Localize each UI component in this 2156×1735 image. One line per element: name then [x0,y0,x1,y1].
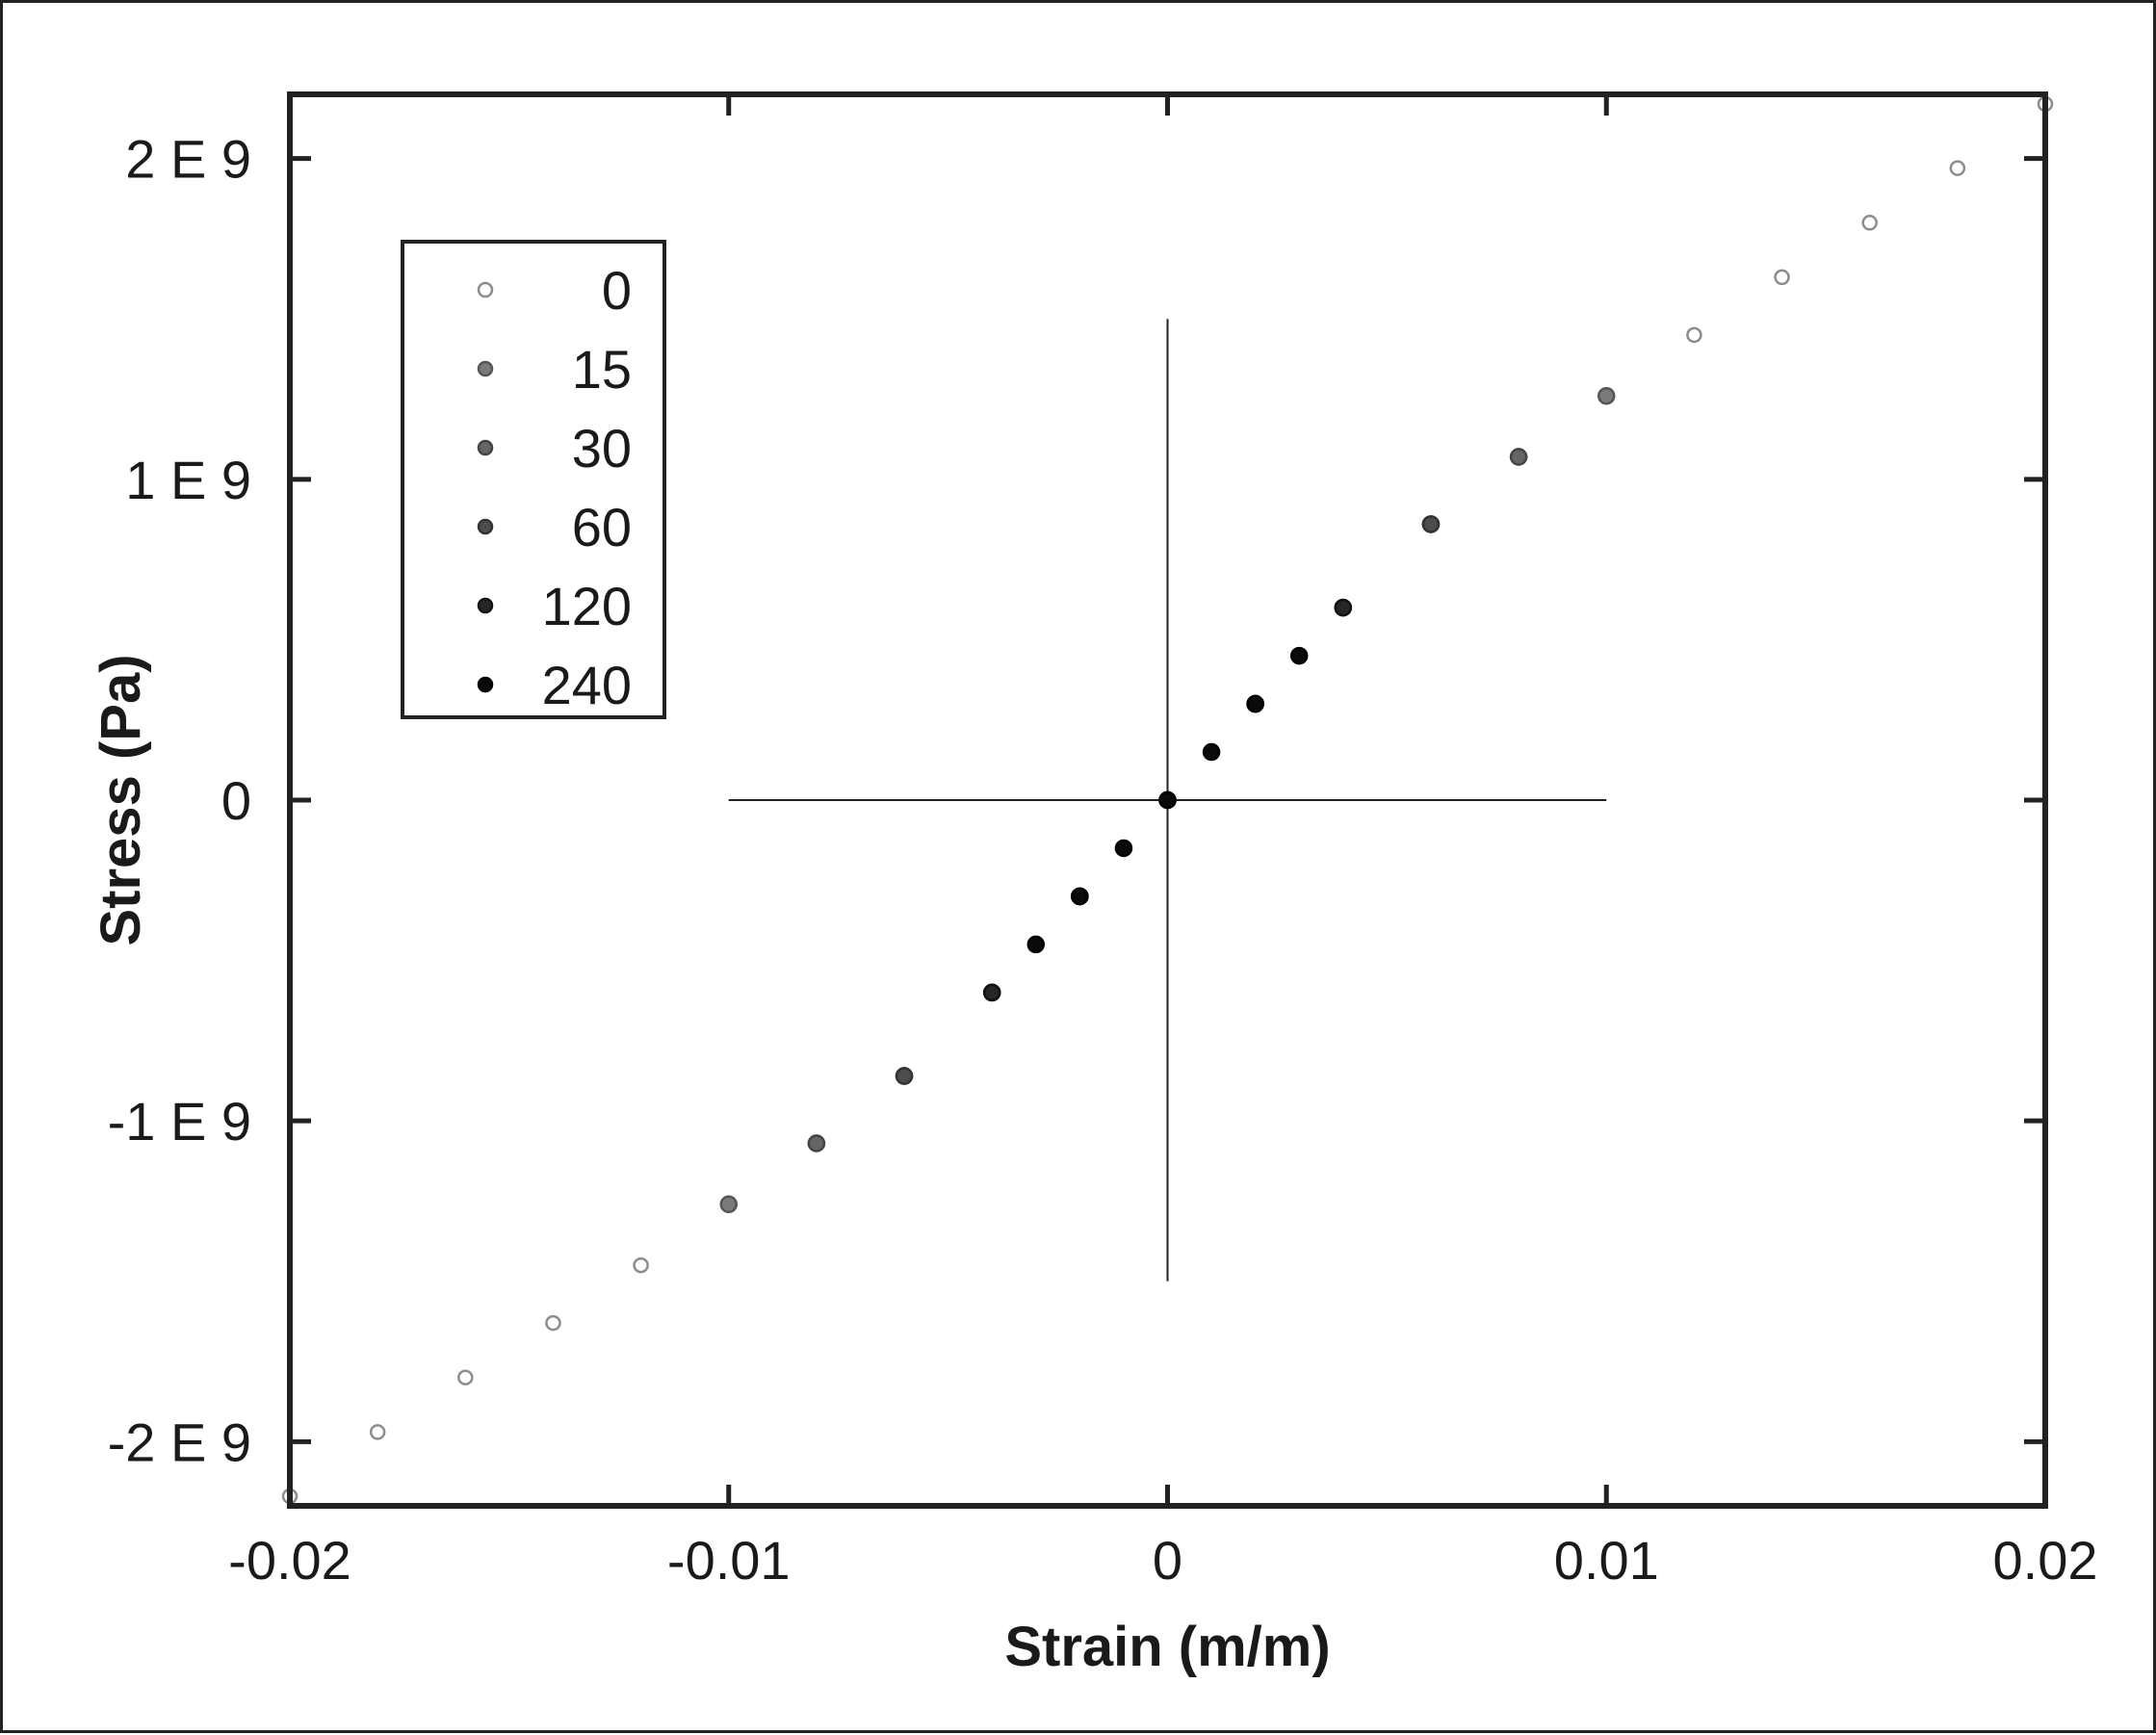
data-point [807,1134,826,1152]
x-tick-label: 0 [1153,1530,1182,1591]
scatter-chart: -0.02 -0.01 0 0.01 0.02 -2 E 9 -1 E 9 0 1 E 9 2 E… [90,91,2098,1678]
legend-marker-60 [477,518,494,535]
legend-marker-0 [477,281,494,298]
data-point [1774,269,1790,286]
series-240 [1026,646,1309,954]
y-tick-label: 1 E 9 [125,450,251,510]
y-tick-label: 0 [221,770,251,831]
legend-label-240: 240 [542,655,632,715]
legend-label-60: 60 [572,497,632,557]
axis-ticks [287,94,2048,1506]
data-point [633,1256,649,1274]
data-point [1509,448,1528,466]
legend-marker-30 [477,439,494,456]
x-tick-label: 0.02 [1993,1530,2098,1591]
data-point [1202,742,1221,762]
data-point [1289,646,1309,665]
data-point [1071,887,1089,906]
data-point [1598,386,1616,405]
legend-label-0: 0 [602,260,632,321]
data-point [1246,694,1264,713]
y-axis-label: Stress (Pa) [90,654,152,945]
y-tick-label: -2 E 9 [108,1411,251,1472]
data-point [895,1067,914,1085]
data-point [1334,598,1353,617]
data-point [1158,790,1177,810]
x-tick-label: 0.01 [1554,1530,1659,1591]
y-tick-label: -1 E 9 [108,1091,251,1152]
data-point [1949,160,1966,176]
data-point [545,1314,561,1332]
legend-box [401,240,666,719]
data-point [457,1369,474,1385]
legend-label-120: 120 [542,576,632,636]
y-tick-label: 2 E 9 [125,129,251,190]
legend: 0 15 30 60 120 240 [401,240,666,719]
x-tick-label: -0.01 [667,1530,791,1591]
data-point [1421,515,1441,533]
x-tick-label: -0.02 [228,1530,351,1591]
data-point [1026,935,1046,954]
data-point [1861,215,1878,231]
x-axis-label: Strain (m/m) [1004,1616,1330,1678]
legend-marker-15 [477,360,494,377]
legend-label-15: 15 [572,339,632,400]
data-point [719,1195,738,1214]
data-point [982,983,1001,1002]
legend-marker-240 [477,676,494,693]
tick-labels: -0.02 -0.01 0 0.01 0.02 -2 E 9 -1 E 9 0 1 E 9 2 E… [108,129,2098,1591]
legend-marker-120 [477,597,494,614]
data-point [369,1424,386,1440]
legend-label-30: 30 [572,418,632,479]
data-points [281,95,2054,1505]
data-point [1114,839,1133,858]
data-point [1686,326,1702,344]
